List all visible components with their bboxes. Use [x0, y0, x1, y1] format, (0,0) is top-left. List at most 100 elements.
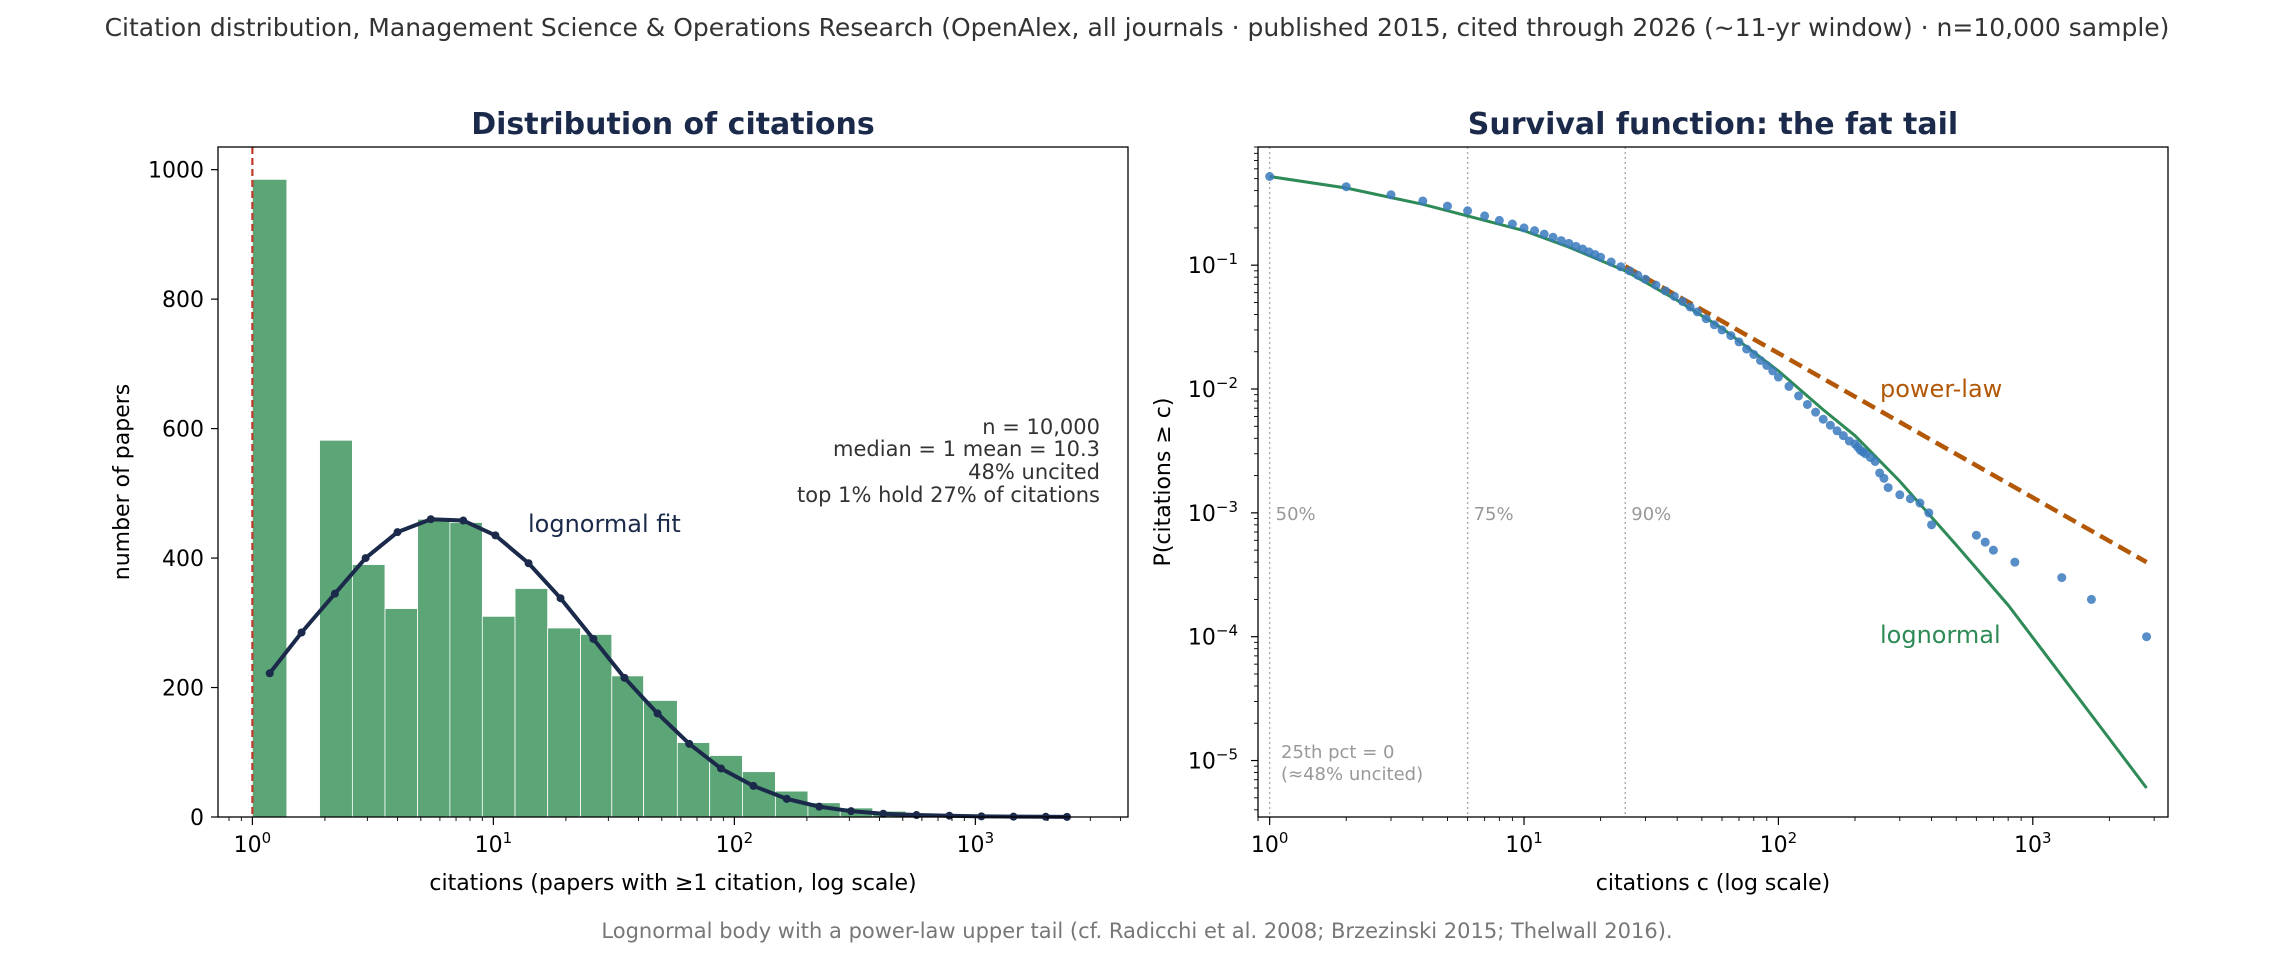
empirical-points: [1265, 172, 2152, 642]
survival-point: [1564, 238, 1574, 248]
survival-point: [1717, 325, 1727, 335]
survival-point: [1773, 372, 1783, 382]
y-tick-label: 10−3: [1188, 498, 1238, 527]
survival-point: [1811, 407, 1821, 417]
survival-point: [2086, 594, 2096, 604]
histogram-bar: [384, 608, 419, 818]
figure-suptitle: Citation distribution, Management Scienc…: [105, 13, 2170, 42]
pct25-note-line2: (≈48% uncited): [1281, 764, 1423, 785]
lognormal-fit-label: lognormal fit: [528, 510, 681, 538]
histogram-bar: [319, 439, 353, 818]
y-tick-label: 600: [162, 418, 204, 443]
survival-point: [1924, 508, 1934, 518]
survival-point: [1556, 236, 1566, 246]
histogram-bar: [351, 564, 386, 818]
survival-point: [1669, 291, 1679, 301]
fit-point: [459, 516, 468, 525]
histogram-bar: [481, 615, 516, 818]
stat-median-mean: median = 1 mean = 10.3: [833, 437, 1100, 461]
survival-ticks: 10−1 10−2 10−3 10−4 10−5 100 101 102 103: [1188, 146, 2155, 858]
fit-point: [782, 794, 791, 803]
survival-point: [1794, 391, 1804, 401]
survival-point: [1442, 201, 1452, 211]
fit-point: [297, 628, 306, 637]
y-tick-label: 10−4: [1188, 622, 1238, 651]
x-tick-label: 100: [234, 829, 272, 858]
survival-point: [1418, 196, 1428, 206]
x-tick-label: 101: [1505, 829, 1543, 858]
histogram-bars: [251, 147, 1070, 818]
survival-point: [1616, 262, 1626, 272]
survival-point: [1519, 223, 1529, 233]
survival-point: [1734, 337, 1744, 347]
survival-point: [1988, 545, 1998, 555]
survival-point: [1494, 215, 1504, 225]
fit-point: [265, 669, 274, 678]
x-tick-label: 103: [957, 829, 995, 858]
fit-point: [653, 709, 662, 718]
survival-point: [1640, 274, 1650, 284]
fit-point: [491, 531, 500, 540]
survival-point: [1661, 286, 1671, 296]
x-tick-label: 102: [716, 829, 754, 858]
survival-point: [1832, 426, 1842, 436]
survival-point: [1915, 498, 1925, 508]
fit-point: [749, 781, 758, 790]
histogram-bar: [449, 522, 483, 818]
fit-point: [685, 739, 694, 748]
survival-title: Survival function: the fat tail: [1468, 107, 1958, 142]
histogram-ticks: 0 200 400 600 800 1000 100 101 102 103: [148, 159, 1121, 858]
fit-point: [556, 594, 565, 603]
fit-point: [393, 528, 402, 537]
powerlaw-label: power-law: [1880, 375, 2002, 403]
survival-point: [1802, 399, 1812, 409]
x-tick-label: 102: [1760, 829, 1798, 858]
survival-point: [1386, 190, 1396, 200]
survival-point: [1530, 226, 1540, 236]
survival-point: [2142, 632, 2152, 642]
fit-point: [945, 811, 954, 820]
histogram-bar: [417, 518, 451, 818]
survival-point: [1883, 483, 1893, 493]
powerlaw-curve: [1624, 264, 2148, 565]
stat-top1: top 1% hold 27% of citations: [797, 483, 1100, 507]
fit-point: [847, 807, 856, 816]
survival-point: [1678, 296, 1688, 306]
stat-n: n = 10,000: [982, 415, 1100, 439]
lognormal-label: lognormal: [1880, 621, 2001, 649]
survival-frame: [1257, 146, 2169, 818]
survival-point: [1895, 490, 1905, 500]
y-tick-label: 1000: [148, 159, 204, 184]
lognormal-curve: [1269, 175, 2148, 789]
survival-point: [1539, 229, 1549, 239]
survival-point: [1606, 257, 1616, 267]
fit-point: [620, 673, 629, 682]
percentile-label: 50%: [1276, 504, 1316, 525]
survival-point: [1463, 206, 1473, 216]
histogram-ylabel: number of papers: [110, 384, 135, 581]
survival-panel: Survival function: the fat tail 50% 75% 90…: [1151, 107, 2169, 896]
histogram-bar: [251, 178, 288, 818]
survival-point: [2010, 557, 2020, 567]
survival-point: [1709, 320, 1719, 330]
survival-point: [1692, 307, 1702, 317]
x-tick-label: 100: [1251, 829, 1289, 858]
y-tick-label: 800: [162, 288, 204, 313]
survival-point: [1927, 520, 1937, 530]
survival-point: [1905, 494, 1915, 504]
y-tick-label: 10−5: [1188, 746, 1238, 775]
survival-point: [1701, 314, 1711, 324]
y-tick-label: 400: [162, 547, 204, 572]
survival-point: [1879, 473, 1889, 483]
histogram-title: Distribution of citations: [471, 107, 875, 142]
survival-point: [1341, 182, 1351, 192]
y-tick-label: 0: [190, 806, 204, 831]
survival-point: [1825, 420, 1835, 430]
survival-point: [1870, 456, 1880, 466]
percentile-lines: 50% 75% 90%: [1268, 147, 1671, 817]
percentile-label: 75%: [1474, 504, 1514, 525]
survival-point: [1685, 302, 1695, 312]
fit-point: [879, 809, 888, 818]
survival-xlabel: citations c (log scale): [1596, 871, 1830, 896]
